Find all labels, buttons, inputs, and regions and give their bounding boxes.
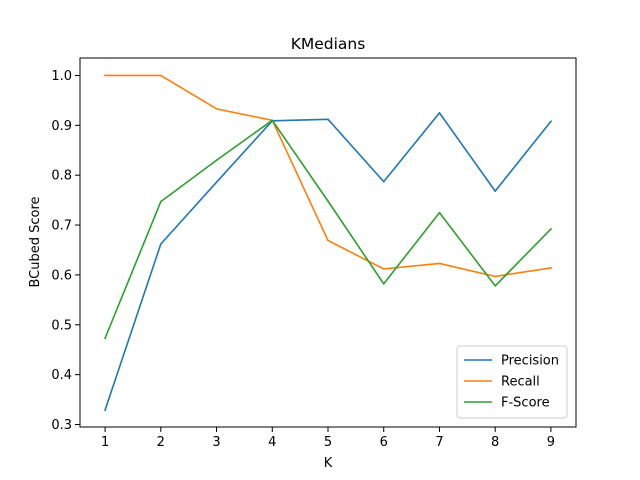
y-tick-label: 0.9 [51, 119, 72, 134]
data-point [104, 74, 106, 77]
data-point [215, 159, 218, 162]
data-point [327, 200, 329, 202]
data-point [438, 112, 441, 114]
data-point [104, 337, 106, 340]
legend: Precision Recall F-Score [456, 345, 568, 419]
y-tick-label: 0.5 [51, 318, 72, 333]
x-tick-label: 4 [268, 435, 276, 450]
y-axis: 0.3 0.4 0.5 0.6 0.7 0.8 0.9 1.0 [51, 69, 80, 433]
data-point [550, 267, 552, 269]
data-point [104, 409, 106, 411]
x-axis-label: K [324, 456, 333, 471]
data-point [160, 243, 162, 245]
y-axis-label: BCubed Score [28, 196, 43, 287]
x-tick-label: 8 [491, 435, 499, 450]
data-point [160, 200, 162, 203]
data-point [327, 239, 329, 242]
y-tick-label: 0.6 [51, 268, 72, 283]
y-tick-label: 0.7 [51, 219, 72, 234]
y-tick-label: 0.8 [51, 169, 72, 184]
data-point [494, 275, 496, 278]
data-point [438, 262, 441, 265]
data-point [438, 211, 441, 214]
data-point [382, 180, 385, 183]
legend-box [456, 345, 568, 419]
x-tick-label: 7 [435, 435, 443, 450]
legend-label: F-Score [501, 396, 550, 411]
data-point [550, 120, 552, 123]
x-tick-label: 6 [380, 435, 388, 450]
data-point [382, 283, 385, 285]
data-point [550, 228, 552, 230]
legend-label: Recall [501, 375, 540, 390]
data-point [327, 118, 329, 121]
x-tick-label: 2 [157, 435, 165, 450]
y-tick-label: 0.3 [51, 418, 72, 433]
x-tick-label: 5 [324, 435, 332, 450]
x-tick-label: 9 [547, 435, 555, 450]
data-point [160, 74, 162, 77]
x-tick-label: 3 [212, 435, 220, 450]
legend-label: Precision [501, 354, 559, 369]
data-point [382, 268, 385, 270]
data-point [271, 119, 274, 122]
data-point [494, 285, 496, 287]
data-point [494, 190, 496, 192]
chart-title: KMedians [291, 35, 366, 53]
x-axis: 1 2 3 4 5 6 7 8 9 [101, 427, 555, 450]
data-point [215, 181, 218, 183]
x-tick-label: 1 [101, 435, 109, 450]
data-point [215, 108, 218, 110]
y-tick-label: 1.0 [51, 69, 72, 84]
y-tick-label: 0.4 [51, 368, 72, 383]
